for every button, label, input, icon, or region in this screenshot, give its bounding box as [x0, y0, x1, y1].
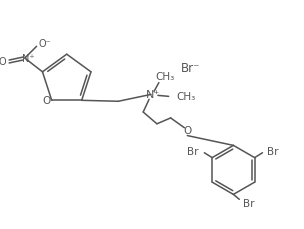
Text: O: O: [183, 125, 192, 135]
Text: O⁻: O⁻: [38, 39, 51, 49]
Text: CH₃: CH₃: [177, 92, 196, 102]
Text: O: O: [0, 57, 6, 67]
Text: CH₃: CH₃: [155, 71, 174, 81]
Text: N⁺: N⁺: [22, 54, 35, 64]
Text: Br⁻: Br⁻: [181, 62, 200, 75]
Text: Br: Br: [243, 198, 255, 208]
Text: Br: Br: [187, 146, 198, 156]
Text: Br: Br: [267, 146, 278, 156]
Text: O: O: [43, 96, 51, 106]
Text: N⁺: N⁺: [146, 90, 160, 100]
